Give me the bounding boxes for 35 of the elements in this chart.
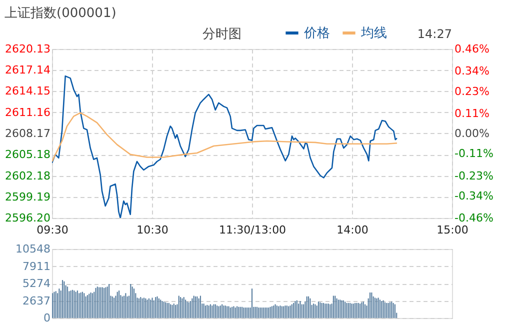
y-tick-label: 2637 [22, 294, 50, 308]
y-tick-label: 7911 [22, 260, 50, 273]
y-tick-label: 2608.17 [5, 126, 50, 140]
y2-tick-label: 0.00% [454, 127, 490, 140]
y-tick-label: 2620.13 [5, 42, 50, 56]
y-tick-label: 2599.19 [5, 190, 50, 204]
y-tick-label: 2602.18 [5, 169, 50, 182]
chart-subtitle: 分时图 [202, 27, 242, 42]
x-tick-label: 11:30/13:00 [218, 224, 286, 236]
legend-label: 价格 [303, 26, 330, 41]
y-tick-label: 0 [44, 312, 50, 324]
y-tick-label: 2617.14 [5, 64, 50, 77]
y2-tick-label: 0.34% [454, 64, 490, 78]
y2-tick-label: 0.23% [454, 84, 490, 98]
line-series [52, 112, 398, 162]
x-tick-label: 14:00 [336, 224, 368, 236]
x-tick-label: 09:30 [36, 224, 68, 236]
y2-tick-label: 0.11% [454, 106, 490, 120]
legend-label: 均线 [360, 26, 387, 41]
x-tick-label: 10:30 [136, 224, 168, 236]
x-tick-label: 15:00 [436, 224, 468, 236]
y-tick-label: 2611.16 [5, 106, 50, 119]
y2-tick-label: -0.11% [454, 147, 494, 160]
chart-title: 上证指数(000001) [4, 6, 116, 21]
line-series [52, 75, 398, 218]
y-tick-label: 2614.15 [5, 84, 50, 98]
y2-tick-label: -0.46% [454, 212, 494, 224]
y-tick-label: 2596.20 [5, 212, 50, 224]
text: 14:27 [417, 27, 452, 41]
y2-tick-label: -0.34% [454, 189, 494, 202]
y2-tick-label: -0.23% [454, 169, 494, 182]
y-tick-label: 10548 [16, 242, 50, 256]
y-tick-label: 2605.18 [5, 148, 50, 162]
y2-tick-label: 0.46% [454, 42, 490, 56]
y-tick-label: 5274 [22, 277, 50, 290]
